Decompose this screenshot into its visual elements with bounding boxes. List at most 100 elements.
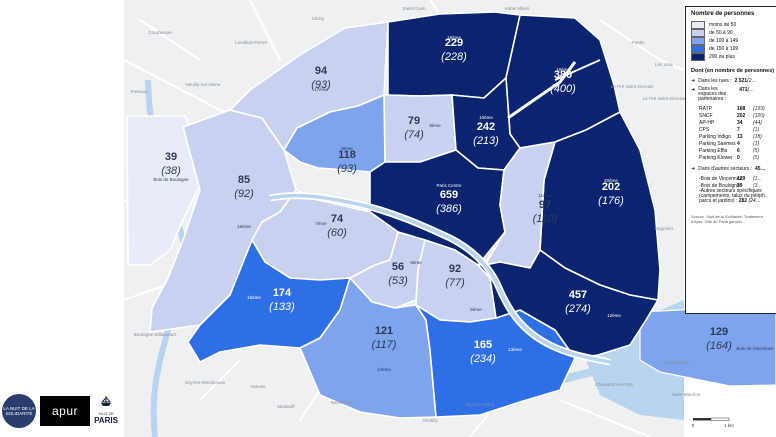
scale-one: 1 km <box>724 423 734 428</box>
legend-detail-value: 202 <box>737 112 746 119</box>
district-value-15: 174 <box>273 287 292 299</box>
legend-detail-value: 34 <box>737 119 743 126</box>
legend-class-label: moins de 50 <box>709 22 737 28</box>
canal-ourcq <box>554 59 601 81</box>
place-labels: Courbevoie Levallois-Perret Clichy Saint-Ou… <box>131 6 701 423</box>
logo-b-text: apur <box>51 404 79 418</box>
legend-detail-value: 129 <box>737 175 746 182</box>
legend-dont-title: Dont (en nombre de personnes) <box>691 68 775 74</box>
legend-detail-row: RATP 168 (193) <box>691 105 775 112</box>
district-value-11: 97 <box>539 199 551 211</box>
district-prev-13: (234) <box>470 353 496 365</box>
arrow-right-icon: ➜ <box>691 87 696 93</box>
district-labels: 85(92)16ème94(93)17ème229(228)18ème380(4… <box>153 35 774 372</box>
legend-detail-value: 168 <box>737 105 746 112</box>
legend-detail-row: Parking Indigo 13 (18) <box>691 133 775 140</box>
district-12-shape <box>477 249 659 359</box>
district-prev-15: (133) <box>269 301 295 313</box>
legend-class-row: moins de 50 <box>691 21 775 29</box>
district-name-14: 14ème <box>377 367 391 372</box>
legend-detail-prev: (5) <box>753 147 760 154</box>
district-value-13: 165 <box>474 339 492 351</box>
district-prev-boulogne: (38) <box>161 165 181 177</box>
ship-icon <box>100 396 112 406</box>
legend-detail-row: Parking Saemes 4 (1) <box>691 140 775 147</box>
seine-river-paris-water <box>269 193 611 364</box>
district-prev-11: (110) <box>533 213 558 225</box>
district-name-centre: Paris Centre <box>436 183 462 188</box>
district-name-11: 11ème <box>538 193 552 198</box>
legend-detail-row: CPS 7 (1) <box>691 126 775 133</box>
logo-c-top: VILLE DE <box>98 412 114 416</box>
district-prev-6: (53) <box>388 275 408 287</box>
district-name-6: 6ème <box>410 260 422 265</box>
district-value-boulogne: 39 <box>165 151 177 163</box>
arrow-right-icon: ➜ <box>691 78 696 84</box>
legend-class-row: de 50 à 90 <box>691 29 775 37</box>
legend-class-label: de 150 à 199 <box>709 46 739 52</box>
legend-detail-value: 0 <box>737 154 740 161</box>
district-name-8: 8ème <box>341 146 353 151</box>
legend-detail-row: AP-HP 34 (44) <box>691 119 775 126</box>
legend-class-row: de 100 à 149 <box>691 37 775 45</box>
district-prev-10: (213) <box>473 135 499 147</box>
place-label: Montrouge <box>331 400 353 405</box>
district-value-19: 380 <box>554 69 572 81</box>
district-value-6: 56 <box>392 261 404 273</box>
legend-swatch <box>691 45 705 53</box>
legend-class-row: 200 ou plus <box>691 53 775 61</box>
district-name-18: 18ème <box>447 35 461 40</box>
district-vincennes-shape <box>639 304 776 387</box>
legend-autres-note-text: -Autres secteurs spécifiques (campements… <box>699 188 768 204</box>
legend-detail-value: 13 <box>737 133 743 140</box>
district-value-18: 229 <box>445 37 463 49</box>
legend-class-row: de 150 à 199 <box>691 45 775 53</box>
legend-autres-value: 45… <box>754 166 766 172</box>
district-value-20: 202 <box>602 181 620 193</box>
legend-swatch <box>691 29 705 37</box>
place-label: Charenton-le-Pont <box>595 382 633 387</box>
district-value-16: 85 <box>238 174 250 186</box>
legend-detail-name: -Bois de Boulogne <box>699 182 740 189</box>
legend-title: Nombre de personnes <box>691 11 755 17</box>
district-prev-14: (117) <box>372 339 397 351</box>
legend-detail-row: Parking Klower 0 (5) <box>691 154 775 161</box>
district-prev-12: (274) <box>565 303 591 315</box>
legend-detail-name: AP-HP <box>699 119 715 126</box>
legend-detail-prev: (193) <box>753 105 765 112</box>
legend-detail-row: SNCF 202 (120) <box>691 112 775 119</box>
background-roads <box>123 0 685 437</box>
district-name-15: 15ème <box>247 295 261 300</box>
legend-autres-label: Dans d'autres secteurs : <box>698 166 752 172</box>
district-value-centre: 659 <box>440 189 458 201</box>
place-label: Bagnolet <box>655 226 674 231</box>
district-prev-9: (74) <box>404 129 424 141</box>
district-prev-16: (92) <box>234 188 254 200</box>
legend-detail-row: -Bois de Vincennes 129 (1… <box>691 175 775 182</box>
district-prev-19: (400) <box>550 83 576 95</box>
legend-detail-prev: (1… <box>753 175 763 182</box>
district-name-19: 19ème <box>556 67 570 72</box>
district-value-12: 457 <box>569 289 587 301</box>
legend-partners: RATP 168 (193) SNCF 202 (120) AP-HP 34 (44) CPS 7 (… <box>691 105 775 161</box>
legend-detail-value: 4 <box>737 140 740 147</box>
place-label: Puteaux <box>131 89 149 94</box>
place-label: Levallois-Perret <box>235 40 268 45</box>
district-value-17: 94 <box>315 65 328 77</box>
legend-swatch <box>691 53 705 61</box>
legend-autres-note-value: 282 <box>738 198 748 204</box>
canal-saint-martin <box>507 61 577 120</box>
district-name-boulogne: Bois de Boulogne <box>153 177 189 182</box>
legend-detail-value: 6 <box>737 147 740 154</box>
district-name-vincennes: Bois de Vincennes <box>736 346 774 351</box>
legend-panel: Nombre de personnes moins de 50 de 50 à 9… <box>685 6 776 314</box>
legend-rues: ➜ Dans les rues : 2 521 (2… <box>691 78 775 84</box>
place-label: Neuilly-sur-Seine <box>186 82 221 87</box>
legend-detail-name: Parking Klower <box>699 154 733 161</box>
legend-detail-name: Parking Indigo <box>699 133 731 140</box>
district-name-20: 20ème <box>604 178 618 183</box>
district-prev-7: (60) <box>327 227 347 239</box>
district-name-7: 7ème <box>315 221 327 226</box>
district-name-9: 9ème <box>429 123 441 128</box>
district-prev-8: (93) <box>337 163 357 175</box>
